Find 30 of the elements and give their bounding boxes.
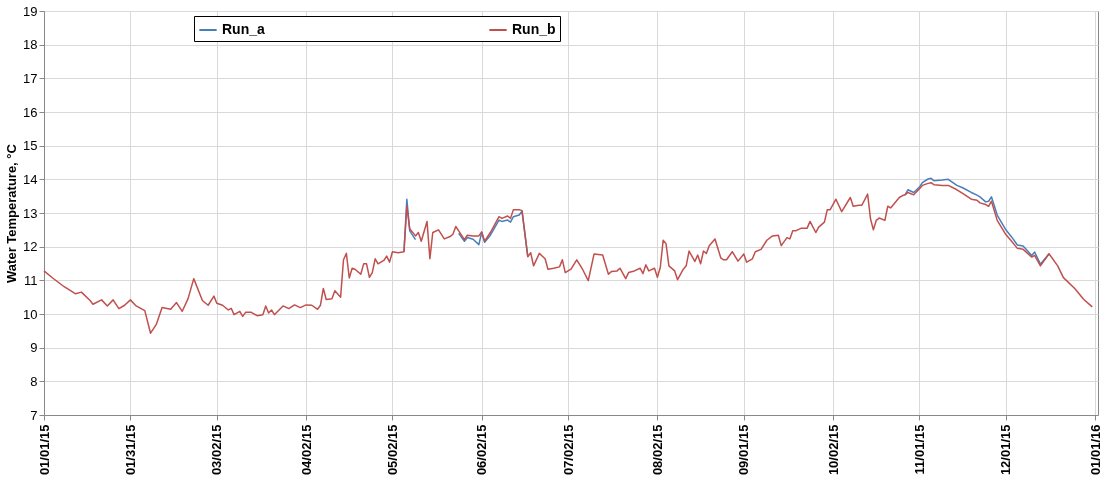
x-tick-label: 06/02/15 xyxy=(474,424,490,476)
x-tick-label: 12/01/15 xyxy=(998,424,1014,476)
y-tick-label: 14 xyxy=(23,171,38,187)
y-tick-label: 18 xyxy=(23,37,38,53)
y-tick-label: 12 xyxy=(23,239,38,255)
y-tick-label: 8 xyxy=(30,373,38,389)
x-tick-label: 01/31/15 xyxy=(122,424,138,476)
y-tick-label: 11 xyxy=(24,272,38,288)
y-tick-label: 19 xyxy=(23,3,38,19)
legend-label: Run_a xyxy=(222,21,265,37)
y-tick-label: 13 xyxy=(23,205,38,221)
legend-label: Run_b xyxy=(512,21,556,37)
x-tick-label: 09/01/15 xyxy=(736,424,752,476)
y-tick-label: 17 xyxy=(23,70,38,86)
x-tick-label: 10/02/15 xyxy=(825,424,841,476)
x-tick-label: 11/01/15 xyxy=(911,424,927,475)
x-tick-label: 04/02/15 xyxy=(298,424,314,476)
x-tick-label: 01/01/16 xyxy=(1087,424,1103,476)
x-tick-label: 03/02/15 xyxy=(209,424,225,476)
x-tick-label: 08/02/15 xyxy=(649,424,665,476)
y-tick-label: 10 xyxy=(23,306,38,322)
y-tick-label: 16 xyxy=(23,104,38,120)
x-tick-label: 01/01/15 xyxy=(36,424,52,476)
y-tick-label: 9 xyxy=(30,340,38,356)
x-tick-label: 05/02/15 xyxy=(384,424,400,476)
y-tick-label: 15 xyxy=(23,138,38,154)
x-tick-label: 07/02/15 xyxy=(560,424,576,476)
y-tick-label: 7 xyxy=(30,407,38,423)
y-axis-title: Water Temperature, °C xyxy=(4,143,20,283)
line-series xyxy=(43,181,1093,334)
